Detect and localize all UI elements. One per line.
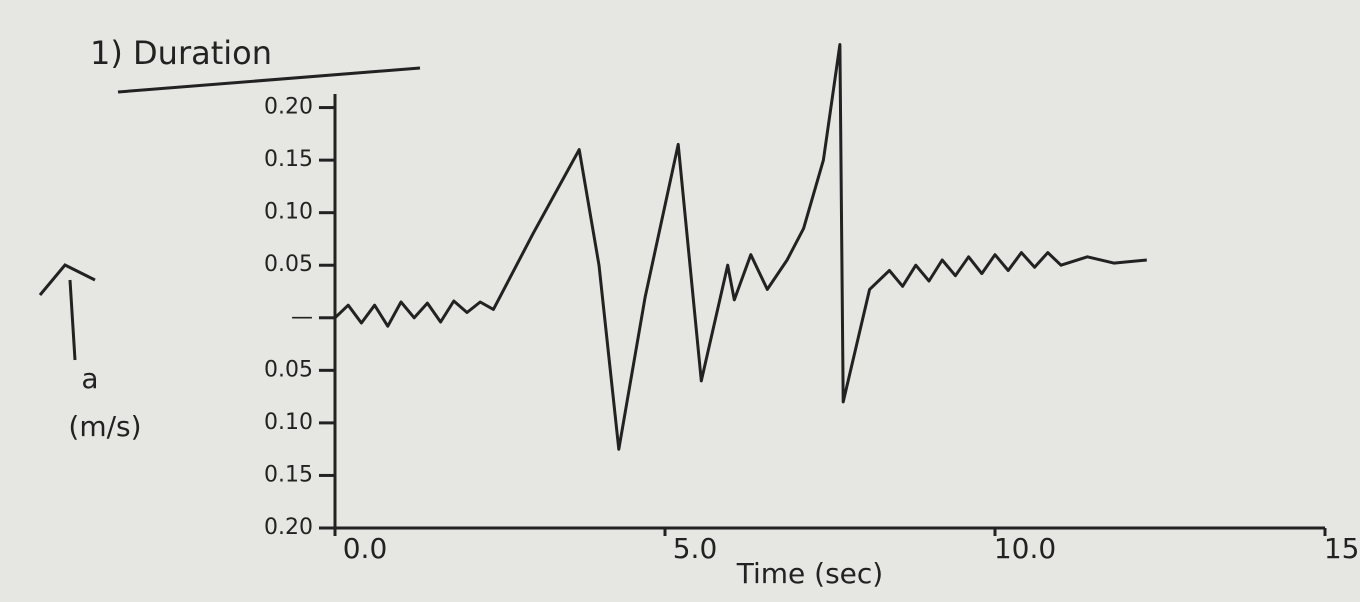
- y-tick-label: 0.05: [264, 252, 313, 277]
- y-tick-label: 0.10: [264, 410, 313, 435]
- x-tick-label: 10.0: [994, 532, 1056, 565]
- page: 1) Duration a (m/s) Time (sec) 0.20 0.15 0…: [0, 0, 1360, 602]
- chart-title: 1) Duration: [90, 34, 272, 72]
- x-tick-label: 5.0: [673, 532, 718, 565]
- y-axis-label: a: [81, 362, 98, 395]
- y-tick-label: 0.20: [264, 95, 313, 120]
- y-tick-label: 0.10: [264, 200, 313, 225]
- y-tick-label: 0.05: [264, 357, 313, 382]
- y-tick-label: 0.20: [264, 515, 313, 540]
- y-tick-label: 0.15: [264, 147, 313, 172]
- x-tick-label: 0.0: [343, 532, 388, 565]
- y-tick-label: —: [291, 305, 313, 330]
- paper: [0, 0, 1360, 602]
- chart: 1) Duration a (m/s) Time (sec) 0.20 0.15 0…: [0, 0, 1360, 602]
- y-axis-unit: (m/s): [68, 410, 141, 443]
- y-tick-label: 0.15: [264, 462, 313, 487]
- x-axis-label: Time (sec): [736, 557, 883, 590]
- x-tick-label: 15.0: [1324, 532, 1360, 565]
